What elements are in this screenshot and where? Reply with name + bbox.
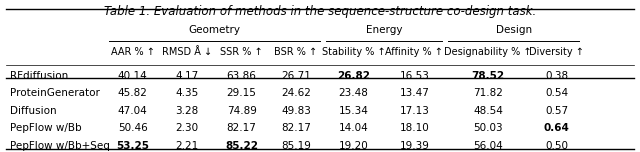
Text: 78.52: 78.52 xyxy=(472,71,504,81)
Text: Geometry: Geometry xyxy=(188,25,241,35)
Text: 4.17: 4.17 xyxy=(175,71,199,81)
Text: 85.22: 85.22 xyxy=(225,141,258,151)
Text: 16.53: 16.53 xyxy=(399,71,429,81)
Text: Designability % ↑: Designability % ↑ xyxy=(444,47,532,57)
Text: Energy: Energy xyxy=(365,25,403,35)
Text: 0.38: 0.38 xyxy=(545,71,568,81)
Text: BSR % ↑: BSR % ↑ xyxy=(275,47,317,57)
Text: SSR % ↑: SSR % ↑ xyxy=(220,47,263,57)
Text: 14.04: 14.04 xyxy=(339,123,369,133)
Text: 48.54: 48.54 xyxy=(473,106,503,116)
Text: 85.19: 85.19 xyxy=(281,141,311,151)
Text: Design: Design xyxy=(495,25,532,35)
Text: 74.89: 74.89 xyxy=(227,106,257,116)
Text: Diversity ↑: Diversity ↑ xyxy=(529,47,584,57)
Text: 82.17: 82.17 xyxy=(281,123,311,133)
Text: AAR % ↑: AAR % ↑ xyxy=(111,47,155,57)
Text: 53.25: 53.25 xyxy=(116,141,149,151)
Text: 50.46: 50.46 xyxy=(118,123,148,133)
Text: Diffusion: Diffusion xyxy=(10,106,56,116)
Text: 3.28: 3.28 xyxy=(175,106,199,116)
Text: 56.04: 56.04 xyxy=(473,141,503,151)
Text: 71.82: 71.82 xyxy=(473,88,503,98)
Text: ProteinGenerator: ProteinGenerator xyxy=(10,88,99,98)
Text: 47.04: 47.04 xyxy=(118,106,148,116)
Text: PepFlow w/Bb+Seq: PepFlow w/Bb+Seq xyxy=(10,141,109,151)
Text: RMSD Å ↓: RMSD Å ↓ xyxy=(162,47,212,57)
Text: 82.17: 82.17 xyxy=(227,123,257,133)
Text: 15.34: 15.34 xyxy=(339,106,369,116)
Text: Affinity % ↑: Affinity % ↑ xyxy=(385,47,444,57)
Text: 13.47: 13.47 xyxy=(399,88,429,98)
Text: PepFlow w/Bb: PepFlow w/Bb xyxy=(10,123,81,133)
Text: RFdiffusion: RFdiffusion xyxy=(10,71,68,81)
Text: 45.82: 45.82 xyxy=(118,88,148,98)
Text: 0.54: 0.54 xyxy=(545,88,568,98)
Text: 29.15: 29.15 xyxy=(227,88,257,98)
Text: 0.64: 0.64 xyxy=(544,123,570,133)
Text: 17.13: 17.13 xyxy=(399,106,429,116)
Text: 2.21: 2.21 xyxy=(175,141,199,151)
Text: 4.35: 4.35 xyxy=(175,88,199,98)
Text: 2.30: 2.30 xyxy=(175,123,199,133)
Text: 19.39: 19.39 xyxy=(399,141,429,151)
Text: 26.71: 26.71 xyxy=(281,71,311,81)
Text: Table 1. Evaluation of methods in the sequence-structure co-design task.: Table 1. Evaluation of methods in the se… xyxy=(104,5,536,18)
Text: 19.20: 19.20 xyxy=(339,141,369,151)
Text: 26.82: 26.82 xyxy=(337,71,370,81)
Text: 40.14: 40.14 xyxy=(118,71,148,81)
Text: 0.50: 0.50 xyxy=(545,141,568,151)
Text: 24.62: 24.62 xyxy=(281,88,311,98)
Text: 23.48: 23.48 xyxy=(339,88,369,98)
Text: 18.10: 18.10 xyxy=(399,123,429,133)
Text: 49.83: 49.83 xyxy=(281,106,311,116)
Text: 63.86: 63.86 xyxy=(227,71,257,81)
Text: 50.03: 50.03 xyxy=(473,123,503,133)
Text: 0.57: 0.57 xyxy=(545,106,568,116)
Text: Stability % ↑: Stability % ↑ xyxy=(322,47,385,57)
